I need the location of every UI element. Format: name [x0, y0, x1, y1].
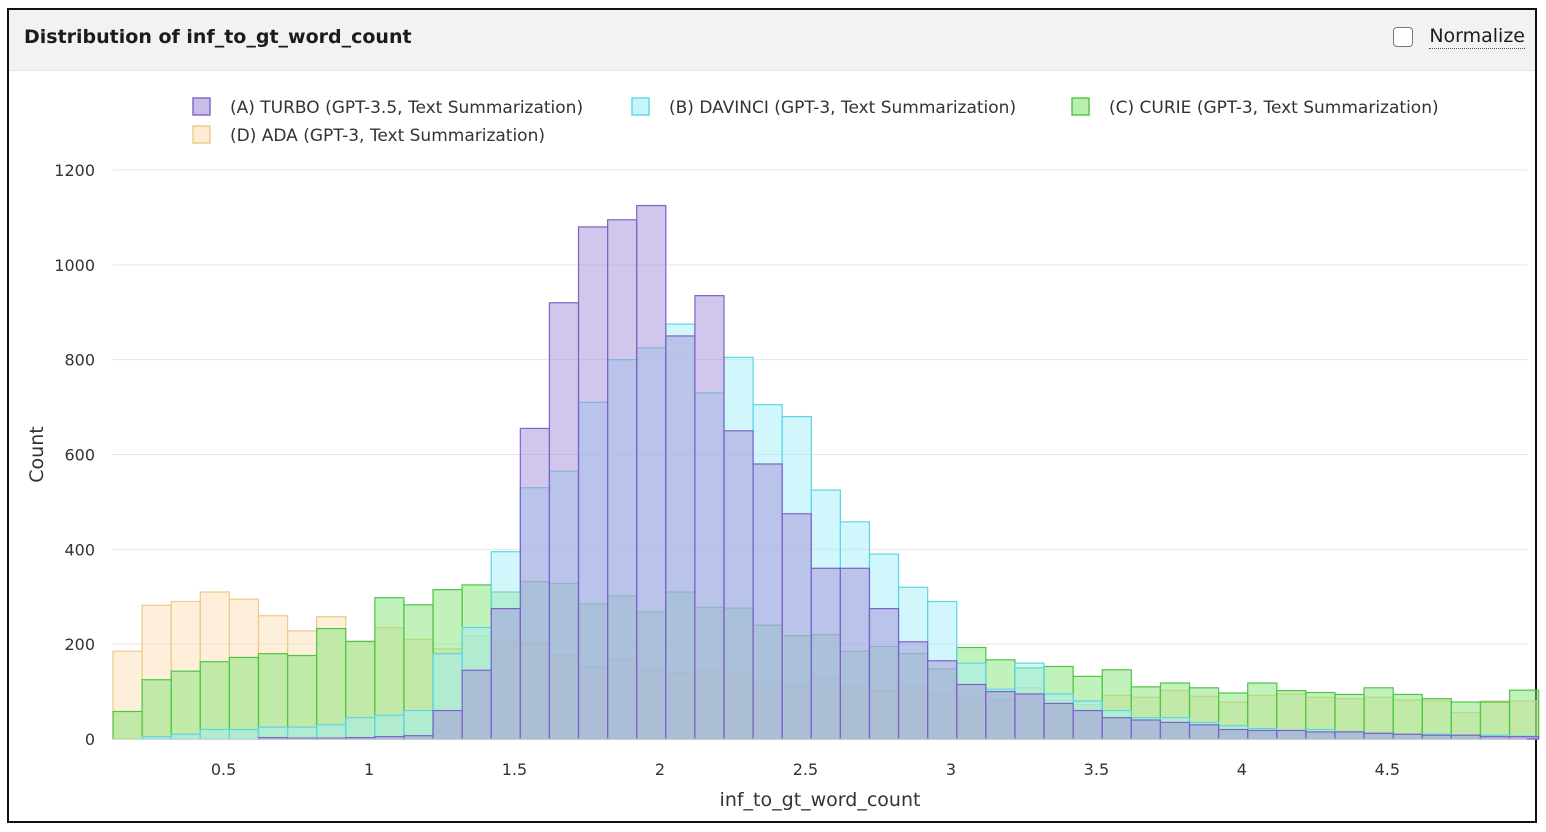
bar	[286, 726, 318, 740]
x-tick-label: 3	[946, 760, 956, 779]
y-tick-label: 600	[64, 446, 95, 465]
legend-swatch	[631, 97, 650, 116]
bar	[1363, 687, 1394, 740]
normalize-label[interactable]: Normalize	[1429, 25, 1525, 49]
bar	[1188, 724, 1220, 740]
bar	[141, 679, 172, 740]
bar	[1421, 734, 1452, 740]
x-tick-label: 4.5	[1375, 760, 1400, 779]
bar	[781, 513, 812, 740]
legend-swatch	[1071, 97, 1090, 116]
legend-label: (D) ADA (GPT-3, Text Summarization)	[230, 126, 545, 146]
x-axis-label: inf_to_gt_word_count	[720, 789, 921, 811]
bar	[1014, 693, 1045, 740]
bar	[1421, 698, 1452, 740]
x-tick-label: 4	[1237, 760, 1247, 779]
bar	[810, 567, 841, 740]
bar	[374, 714, 405, 740]
legend-label: (B) DAVINCI (GPT-3, Text Summarization)	[669, 98, 1016, 118]
x-tick-label: 2	[655, 760, 665, 779]
bar	[170, 733, 201, 740]
bar	[577, 226, 609, 740]
x-tick-label: 2.5	[793, 760, 818, 779]
bar	[1159, 721, 1191, 740]
bar	[897, 641, 929, 740]
bar	[1305, 731, 1336, 740]
bar	[112, 710, 143, 740]
bar	[1130, 719, 1162, 740]
bar	[1334, 731, 1365, 740]
bar	[490, 608, 521, 740]
bar	[868, 608, 900, 740]
legend-swatch	[192, 97, 211, 116]
bar	[228, 656, 260, 740]
x-tick-label: 3.5	[1084, 760, 1109, 779]
normalize-control[interactable]: Normalize	[1393, 25, 1525, 49]
bar	[548, 302, 580, 740]
bar	[1043, 702, 1074, 740]
bar	[1450, 701, 1482, 740]
panel-header: Distribution of inf_to_gt_word_count Nor…	[9, 10, 1535, 71]
bar	[956, 683, 987, 740]
y-tick-label: 400	[64, 540, 95, 559]
y-tick-label: 0	[85, 730, 95, 749]
bar	[345, 717, 376, 740]
x-tick-label: 1.5	[502, 760, 527, 779]
y-tick-label: 800	[64, 351, 95, 370]
bar	[927, 660, 958, 740]
bar	[1392, 733, 1423, 740]
bar	[199, 661, 230, 740]
bar	[839, 567, 871, 740]
bar	[286, 654, 318, 740]
bar	[636, 204, 667, 740]
bar	[752, 463, 783, 740]
bar	[607, 219, 638, 740]
bar	[316, 627, 347, 740]
legend-label: (C) CURIE (GPT-3, Text Summarization)	[1109, 98, 1439, 118]
y-tick-label: 1000	[54, 256, 95, 275]
y-tick-label: 200	[64, 635, 95, 654]
bar	[1392, 693, 1423, 740]
x-tick-label: 1	[364, 760, 374, 779]
bar	[170, 670, 201, 740]
bar	[1101, 717, 1132, 740]
bar	[1479, 701, 1511, 740]
bar	[1363, 732, 1394, 740]
x-tick-label: 0.5	[211, 760, 236, 779]
bar	[1072, 709, 1103, 740]
normalize-checkbox[interactable]	[1393, 27, 1414, 47]
bar	[228, 728, 260, 740]
bar	[199, 728, 230, 740]
bar	[723, 430, 754, 740]
bar	[1247, 729, 1278, 740]
bar	[316, 724, 347, 740]
bar	[985, 690, 1016, 740]
legend-label: (A) TURBO (GPT-3.5, Text Summarization)	[230, 98, 583, 118]
bar	[1450, 734, 1482, 740]
bar	[1508, 689, 1540, 740]
bar	[257, 653, 289, 740]
bar	[1217, 728, 1249, 740]
bar	[1276, 729, 1307, 740]
bar	[432, 709, 463, 740]
y-tick-label: 1200	[54, 161, 95, 180]
y-axis-label: Count	[26, 426, 48, 482]
bar	[403, 709, 434, 740]
bar	[694, 295, 725, 740]
page-title: Distribution of inf_to_gt_word_count	[24, 26, 412, 48]
bar	[461, 669, 492, 740]
bar	[665, 335, 696, 740]
legend-swatch	[192, 125, 211, 144]
bar	[519, 427, 551, 740]
